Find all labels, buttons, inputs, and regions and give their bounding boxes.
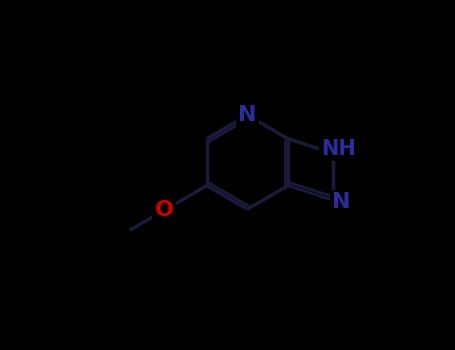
Text: N: N (332, 193, 350, 212)
Text: O: O (155, 200, 174, 220)
Text: NH: NH (322, 139, 356, 159)
Text: N: N (238, 105, 257, 125)
